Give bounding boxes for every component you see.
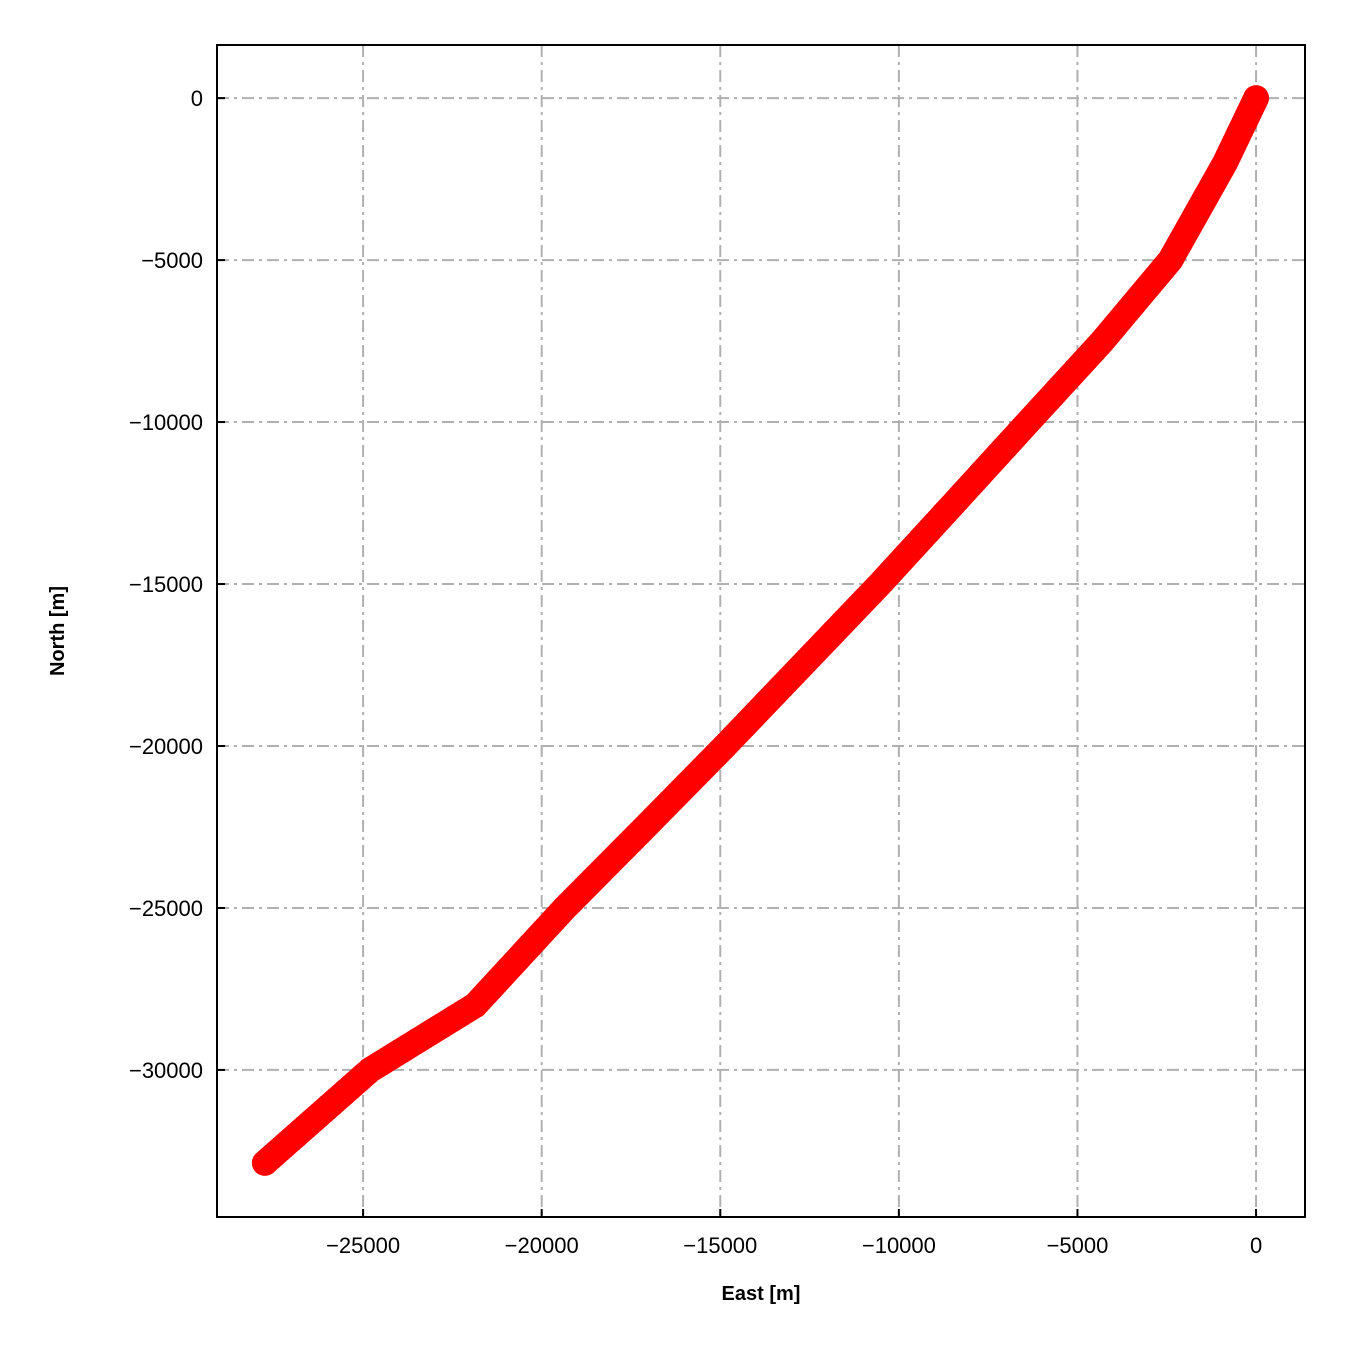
plot-frame [216,44,1306,1218]
y-axis-label: North [m] [47,586,69,676]
y-tick-label: −25000 [129,896,203,921]
y-tick-label: −5000 [141,248,203,273]
x-tick-label: −15000 [683,1233,757,1258]
grid [217,45,1305,1217]
x-tick-label: −5000 [1047,1233,1109,1258]
y-tick-label: −15000 [129,572,203,597]
x-tick-label: −20000 [505,1233,579,1258]
x-axis-label: East [m] [722,1283,801,1305]
y-tick-label: −20000 [129,734,203,759]
x-tick-label: −10000 [862,1233,936,1258]
data-series [251,85,1270,1176]
y-tick-label: −30000 [129,1058,203,1083]
x-tick-label: −25000 [326,1233,400,1258]
ticks: −25000 −20000 −15000 −10000 −5000 0 0 −5000 −100… [129,86,1262,1258]
y-tick-label: 0 [191,86,203,111]
data-point [251,1149,278,1176]
y-tick-label: −10000 [129,410,203,435]
x-tick-label: 0 [1250,1233,1262,1258]
